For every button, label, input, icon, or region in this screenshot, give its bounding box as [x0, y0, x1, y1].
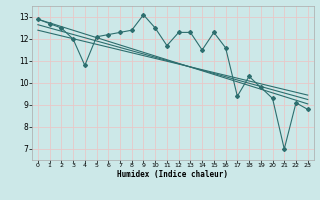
X-axis label: Humidex (Indice chaleur): Humidex (Indice chaleur): [117, 170, 228, 179]
